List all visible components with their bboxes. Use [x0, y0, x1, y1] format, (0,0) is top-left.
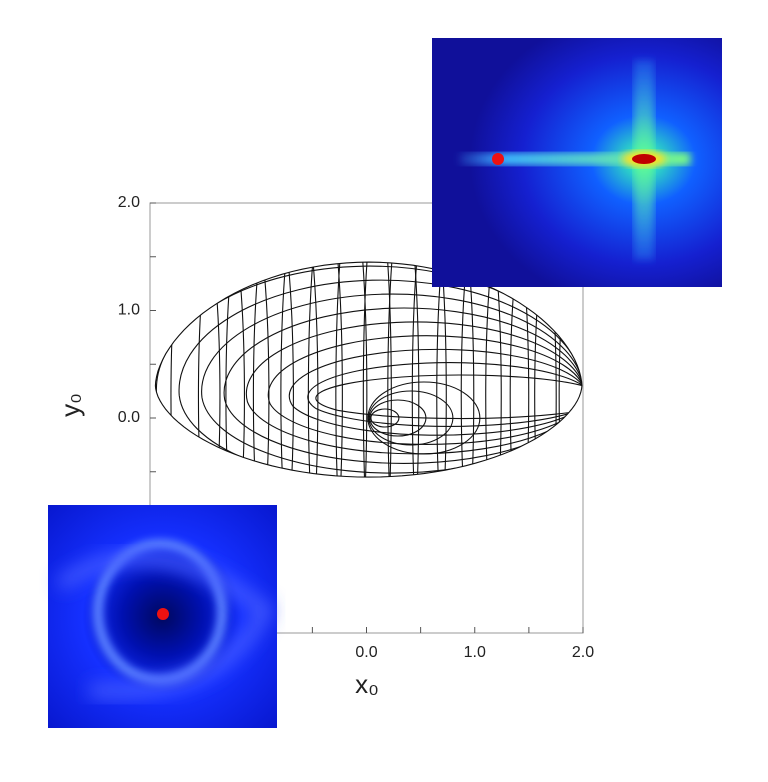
vertical-curve [335, 262, 368, 478]
vertical-curve [387, 262, 420, 478]
vertical-curve [170, 262, 221, 478]
y-axis-label: y₀ [55, 393, 85, 417]
core-curve [367, 381, 481, 455]
axes: 0.0 1.0 2.0 0.0 1.0 2.0 [118, 194, 594, 661]
horizontal-curve [201, 293, 582, 474]
horizontal-curve [155, 265, 582, 478]
vertical-curve [280, 262, 319, 478]
vertical-curve [534, 262, 582, 478]
vertical-curve [197, 262, 245, 478]
x-tick-label: 1.0 [464, 644, 486, 661]
vertical-curve [558, 262, 582, 478]
vertical-curve [252, 262, 294, 478]
vertical-curve [485, 262, 530, 478]
core-curve [368, 390, 454, 446]
inset-bottom-left [48, 505, 277, 728]
vertical-curve [509, 262, 557, 478]
y-tick-label: 2.0 [118, 194, 140, 211]
horizontal-curve [245, 321, 582, 455]
horizontal-curve [315, 374, 582, 420]
x-tick-label: 2.0 [572, 644, 594, 661]
inset-top-right [432, 38, 722, 287]
vertical-curve [411, 262, 447, 478]
x-tick-label: 0.0 [355, 644, 377, 661]
vertical-curve [225, 262, 270, 478]
core-curve [369, 399, 427, 437]
vertical-curve [460, 262, 502, 478]
x-axis-label: x₀ [355, 669, 379, 699]
y-tick-label: 0.0 [118, 409, 140, 426]
vertical-curve [362, 262, 392, 478]
horizontal-curve [223, 307, 582, 464]
vertical-curve [307, 262, 343, 478]
core-curve [370, 408, 400, 428]
horizontal-curve [267, 335, 582, 445]
y-tick-label: 1.0 [118, 302, 140, 319]
horizontal-curve [307, 362, 582, 427]
